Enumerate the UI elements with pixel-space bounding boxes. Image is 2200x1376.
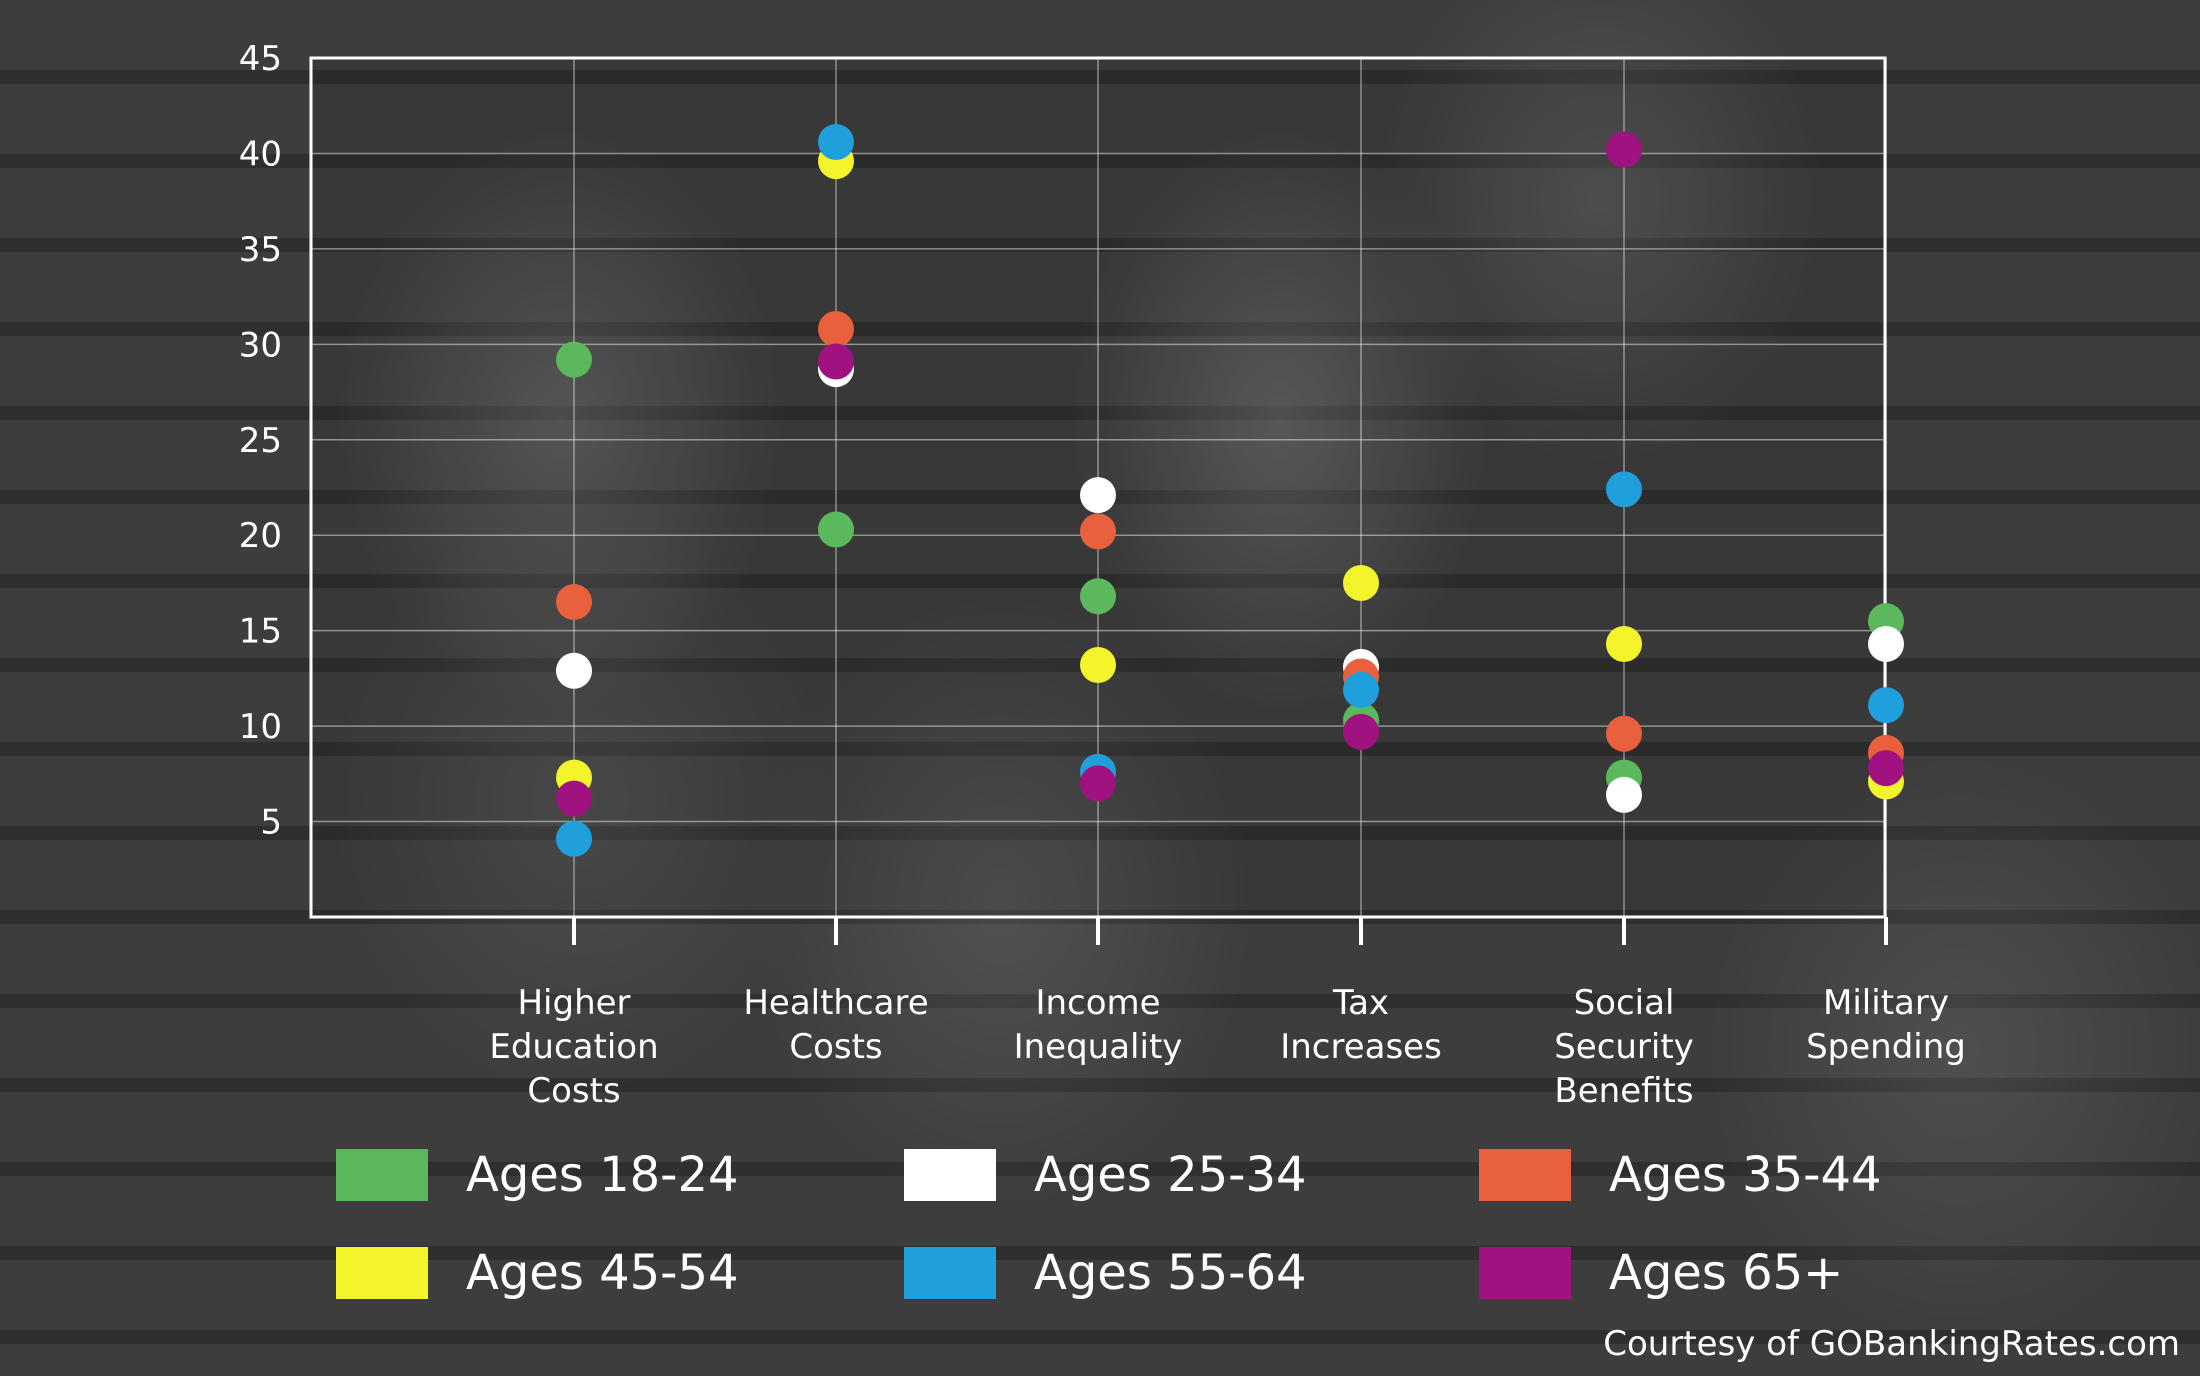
y-tick-label: 30 <box>239 325 282 365</box>
legend-label: Ages 25-34 <box>1034 1147 1307 1203</box>
data-point <box>1606 715 1642 752</box>
data-point <box>556 584 592 621</box>
x-category-label-line: Increases <box>1280 1027 1442 1067</box>
legend: Ages 18-24 Ages 25-34 Ages 35-44 Ages 45-54… <box>336 1148 1896 1348</box>
data-point <box>1868 750 1904 787</box>
legend-swatch <box>904 1247 996 1299</box>
data-point <box>818 311 854 348</box>
data-point <box>1606 776 1642 813</box>
legend-item: Ages 25-34 <box>904 1148 1307 1202</box>
x-category-label-line: Costs <box>527 1071 620 1111</box>
legend-item: Ages 65+ <box>1479 1246 1843 1300</box>
y-tick-label: 15 <box>239 612 282 652</box>
data-point <box>556 341 592 378</box>
legend-label: Ages 65+ <box>1609 1245 1844 1301</box>
y-tick-label: 40 <box>239 134 282 174</box>
x-category-label-line: Social <box>1574 983 1675 1023</box>
credit-text: Courtesy of GOBankingRates.com <box>1603 1324 2180 1364</box>
x-category-label: Income Inequality <box>1014 983 1183 1067</box>
data-point <box>1080 647 1116 684</box>
x-category-label-line: Security <box>1554 1027 1694 1067</box>
legend-swatch <box>1479 1149 1571 1201</box>
data-point <box>1868 687 1904 724</box>
x-category-label: Tax Increases <box>1280 983 1442 1067</box>
x-category-label-line: Education <box>489 1027 658 1067</box>
legend-label: Ages 45-54 <box>466 1245 739 1301</box>
x-category-label-line: Healthcare <box>743 983 928 1023</box>
data-point <box>1080 513 1116 550</box>
legend-label: Ages 35-44 <box>1609 1147 1882 1203</box>
y-tick-label: 35 <box>239 230 282 270</box>
x-category-label-line: Tax <box>1332 983 1389 1023</box>
legend-label: Ages 55-64 <box>1034 1245 1307 1301</box>
data-point <box>1080 477 1116 514</box>
x-category-label: Healthcare Costs <box>743 983 928 1067</box>
data-point <box>1343 564 1379 601</box>
legend-item: Ages 45-54 <box>336 1246 739 1300</box>
y-tick-label: 25 <box>239 421 282 461</box>
legend-swatch <box>336 1149 428 1201</box>
data-point <box>1868 626 1904 663</box>
data-point <box>1343 713 1379 750</box>
data-point <box>1606 471 1642 508</box>
data-point <box>556 820 592 857</box>
data-point <box>818 343 854 380</box>
x-category-label: Military Spending <box>1806 983 1966 1067</box>
legend-swatch <box>1479 1247 1571 1299</box>
data-point <box>556 652 592 689</box>
legend-item: Ages 18-24 <box>336 1148 739 1202</box>
x-category-label-line: Income <box>1035 983 1160 1023</box>
y-tick-label: 20 <box>239 516 282 556</box>
data-point <box>1080 765 1116 802</box>
x-category-label-line: Military <box>1823 983 1949 1023</box>
legend-swatch <box>336 1247 428 1299</box>
legend-swatch <box>904 1149 996 1201</box>
x-category-label-line: Spending <box>1806 1027 1966 1067</box>
data-point <box>556 780 592 817</box>
x-category-label-line: Costs <box>789 1027 882 1067</box>
x-category-label: Higher Education Costs <box>489 983 658 1111</box>
y-tick-label: 10 <box>239 707 282 747</box>
x-category-label-line: Higher <box>517 983 630 1023</box>
data-point <box>1343 671 1379 708</box>
data-point <box>1080 578 1116 615</box>
legend-item: Ages 55-64 <box>904 1246 1307 1300</box>
data-point <box>818 123 854 160</box>
x-category-label-line: Benefits <box>1554 1071 1693 1111</box>
data-point <box>1606 626 1642 663</box>
y-tick-label: 45 <box>239 39 282 79</box>
x-category-label-line: Inequality <box>1014 1027 1183 1067</box>
y-tick-label: 5 <box>260 803 282 843</box>
data-point <box>818 511 854 548</box>
x-category-label: Social Security Benefits <box>1554 983 1694 1111</box>
data-point <box>1606 131 1642 168</box>
legend-item: Ages 35-44 <box>1479 1148 1882 1202</box>
legend-label: Ages 18-24 <box>466 1147 739 1203</box>
